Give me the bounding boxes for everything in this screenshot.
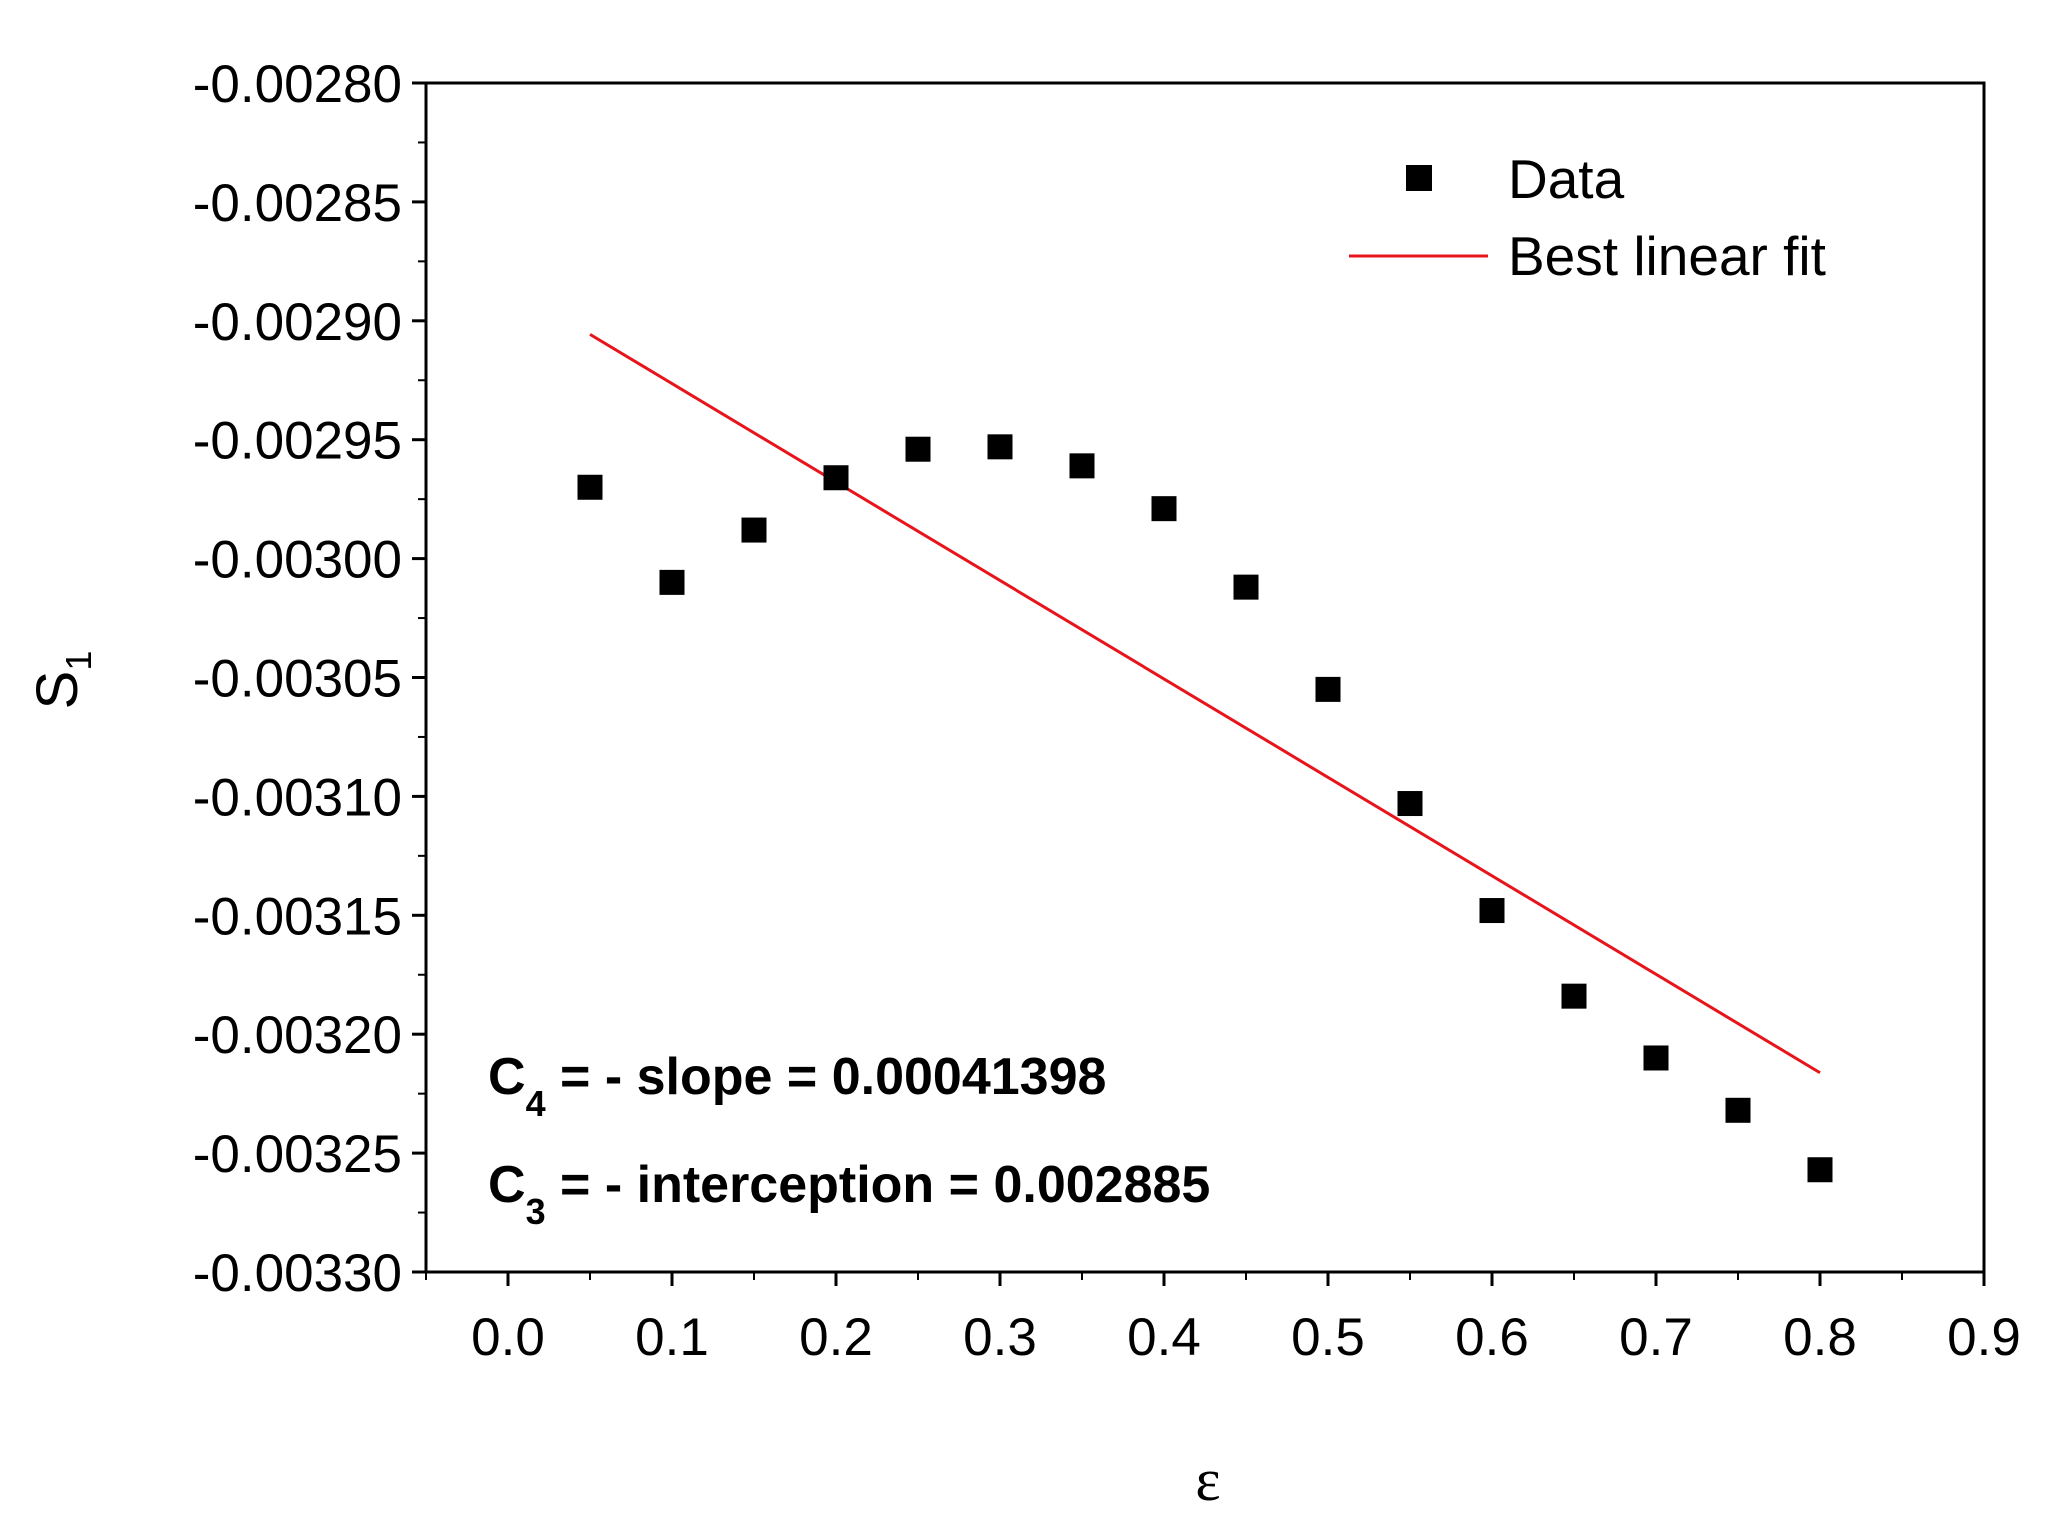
y-axis: -0.00280 -0.00285 -0.00290 -0.00295 -0.00300… (193, 55, 426, 1303)
legend: Data Best linear fit (1349, 148, 1826, 287)
data-point (1315, 676, 1341, 702)
data-point (1561, 983, 1587, 1009)
data-point (987, 434, 1013, 460)
x-axis-title: ε (1195, 1447, 1220, 1513)
data-point (1069, 453, 1095, 479)
best-fit-line (589, 333, 1821, 1075)
x-tick-label: 0.7 (1619, 1308, 1693, 1367)
annotation-slope: C4 = - slope = 0.00041398 (488, 1048, 1106, 1124)
x-tick-label: 0.8 (1783, 1308, 1857, 1367)
y-axis-title-main: S (25, 671, 90, 710)
data-point (1397, 791, 1423, 817)
fit-line-layer (589, 333, 1821, 1075)
svg-text:S1: S1 (25, 651, 99, 710)
y-tick-label: -0.00330 (193, 1244, 402, 1303)
x-tick-label: 0.1 (635, 1308, 709, 1367)
x-tick-label: 0.4 (1127, 1308, 1201, 1367)
x-tick-label: 0.5 (1291, 1308, 1365, 1367)
x-tick-label: 0.0 (471, 1308, 545, 1367)
y-tick-label: -0.00290 (193, 293, 402, 352)
x-tick-label: 0.9 (1947, 1308, 2021, 1367)
data-point (577, 474, 603, 500)
y-tick-label: -0.00320 (193, 1006, 402, 1065)
data-point (1233, 574, 1259, 600)
x-tick-label: 0.2 (799, 1308, 873, 1367)
data-point (1807, 1157, 1833, 1183)
annotation-intercept-main: C (488, 1156, 526, 1214)
data-point (905, 436, 931, 462)
y-axis-title: S1 (25, 651, 99, 710)
y-tick-label: -0.00305 (193, 650, 402, 709)
data-point (1151, 496, 1177, 522)
y-tick-label: -0.00300 (193, 531, 402, 590)
y-tick-label: -0.00325 (193, 1125, 402, 1184)
annotation-intercept-sub: 3 (526, 1191, 546, 1232)
y-tick-label: -0.00315 (193, 887, 402, 946)
data-point (823, 465, 849, 491)
legend-label-fit: Best linear fit (1508, 225, 1826, 287)
data-point (1725, 1097, 1751, 1123)
legend-label-data: Data (1508, 148, 1625, 210)
x-tick-label: 0.3 (963, 1308, 1037, 1367)
data-point (741, 517, 767, 543)
y-axis-title-sub: 1 (58, 651, 99, 671)
annotation-slope-main: C (488, 1048, 526, 1106)
data-point (1479, 898, 1505, 924)
annotation-intercept-text: = - interception = 0.002885 (546, 1156, 1211, 1214)
annotation-slope-sub: 4 (526, 1083, 546, 1124)
y-tick-label: -0.00310 (193, 768, 402, 827)
y-tick-label: -0.00295 (193, 412, 402, 471)
data-point (1643, 1045, 1669, 1071)
annotation-intercept: C3 = - interception = 0.002885 (488, 1156, 1210, 1232)
y-tick-label: -0.00285 (193, 174, 402, 233)
data-points-layer (577, 434, 1833, 1183)
x-tick-label: 0.6 (1455, 1308, 1529, 1367)
annotation-slope-text: = - slope = 0.00041398 (546, 1048, 1107, 1106)
data-point (659, 569, 685, 595)
legend-marker-data (1406, 165, 1432, 191)
y-tick-label: -0.00280 (193, 55, 402, 114)
x-axis: 0.0 0.1 0.2 0.3 0.4 0.5 0.6 0.7 0.8 0.9 (425, 1272, 2021, 1367)
